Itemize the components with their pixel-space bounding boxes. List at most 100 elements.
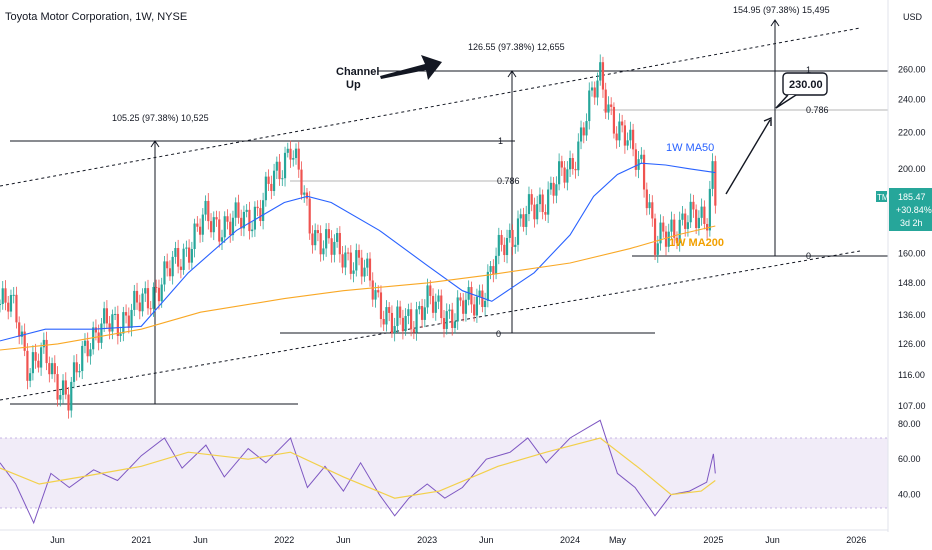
candle [29,368,32,388]
fib2-measure-label: 126.55 (97.38%) 12,655 [468,42,565,52]
candle [407,303,410,325]
candle [695,204,698,234]
candle [86,332,89,363]
candle [393,317,396,342]
fib1-arrowhead [150,140,160,148]
candle [272,163,276,196]
fib3-level0-label: 0 [806,251,811,261]
change-percent-label: +30.84% [896,205,932,215]
candle [404,308,407,336]
channel-arrow [380,55,442,80]
moving-averages [0,162,716,351]
candle [157,279,161,310]
candle [275,156,278,180]
candle [382,310,385,332]
candle [536,195,539,225]
candle [692,194,695,218]
candle [346,247,350,261]
candle [168,260,172,281]
candle [593,81,596,105]
channel-upper-line [0,27,861,187]
fib3-level786-label: 0.786 [806,105,829,115]
candle [684,208,687,237]
candle [497,227,500,265]
candle [283,146,287,187]
candle [330,230,333,263]
countdown-label: 3d 2h [900,218,923,228]
time-tick-label: May [609,535,627,545]
candle [314,223,317,251]
time-tick-label: Jun [765,535,780,545]
candle [492,259,495,283]
time-tick-label: 2023 [417,535,437,545]
ma200-line [0,225,716,351]
time-tick-label: Jun [193,535,208,545]
candle [484,292,487,316]
candle [547,181,550,224]
candle [72,355,76,389]
candle [681,206,684,226]
candle [311,225,314,254]
candle [385,300,388,332]
candle [108,315,111,340]
candle [368,252,372,287]
time-tick-label: 2021 [131,535,151,545]
candle [34,343,37,369]
candle [12,287,15,304]
candle [522,207,525,232]
candle [149,300,152,316]
candle [508,223,511,243]
candle [568,150,572,177]
candle [396,300,399,333]
candle [50,357,54,379]
candle [462,293,465,322]
candle [9,289,13,318]
time-axis[interactable]: Jun 2021 Jun 2022 Jun 2023 Jun 2024 May 2025 Jun 20… [0,529,888,545]
fib-2024-projection: 154.95 (97.38%) 15,495 1 0.786 0 [603,5,888,261]
candle [555,176,558,204]
candle [456,290,459,330]
candle [673,213,676,246]
candle [659,214,662,251]
candle [319,225,322,262]
candle [420,298,424,328]
candle [188,239,191,270]
candle [489,260,492,280]
candle [18,316,21,345]
candle [686,215,690,237]
candle [286,142,289,158]
rsi-tick-label: 60.00 [898,454,921,464]
candle [89,342,92,365]
candle [648,194,651,215]
candle [127,307,130,334]
rsi-tick-label: 80.00 [898,419,921,429]
candle [418,301,421,315]
candle [67,386,70,419]
candle [201,208,204,243]
rsi-axis-ticks: 80.00 60.00 40.00 [898,419,921,500]
candle [177,239,180,274]
fib3-arrowhead [770,19,780,27]
candle [401,309,404,340]
rsi-band [0,438,888,508]
candle [618,113,621,148]
candle [336,227,339,248]
candle [26,343,29,390]
candle [640,147,643,164]
candle [571,153,574,175]
candle [448,304,451,319]
candle [7,295,10,320]
candle [182,243,185,275]
candle [530,189,533,212]
candle [634,143,637,177]
candle [303,185,306,203]
candle [642,149,646,198]
candle [379,285,383,328]
candle [503,237,506,263]
price-tick-label: 126.00 [898,339,926,349]
candle [308,191,311,240]
candle [193,218,196,258]
candle [410,302,413,337]
candle [558,153,561,191]
price-tick-label: 200.00 [898,164,926,174]
